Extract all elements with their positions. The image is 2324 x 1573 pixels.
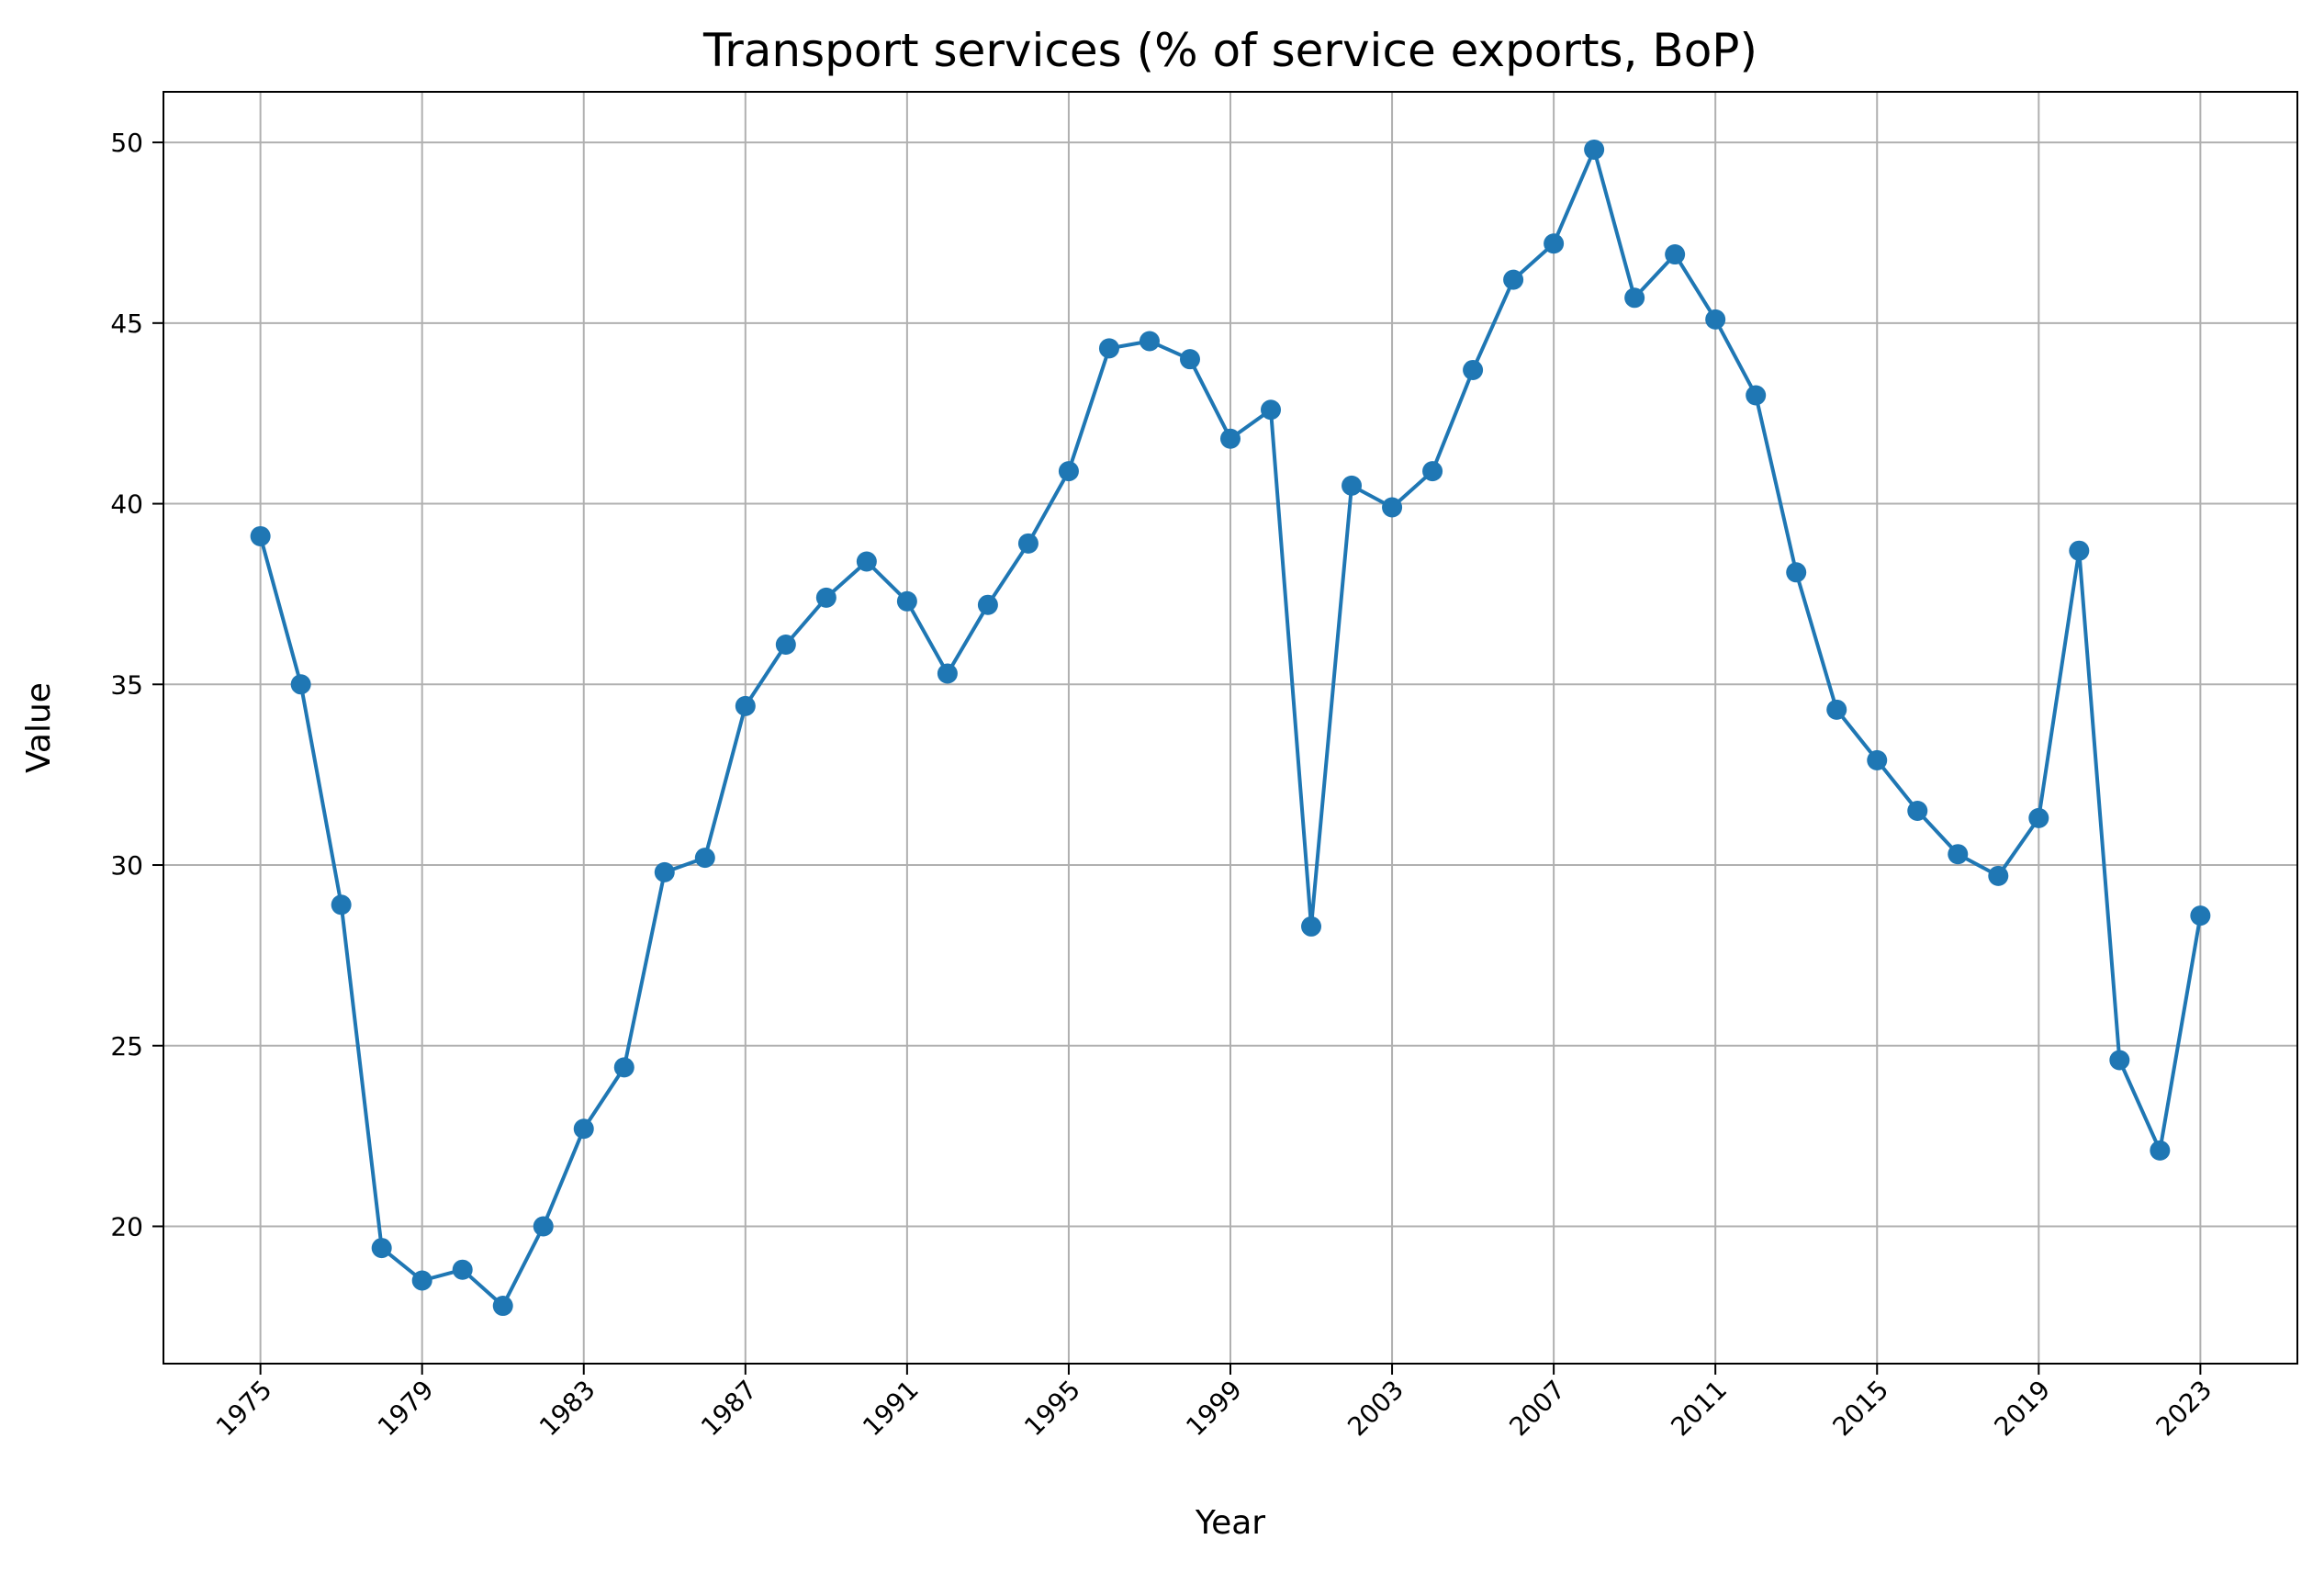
y-tick-label: 30 — [110, 850, 143, 881]
data-point — [1746, 385, 1767, 406]
series-layer — [250, 139, 2211, 1317]
grid-layer — [163, 92, 2297, 1364]
data-point — [1342, 475, 1363, 496]
data-point — [1907, 800, 1928, 821]
data-point — [735, 695, 756, 716]
data-point — [2028, 807, 2049, 828]
x-axis-label: Year — [1195, 1504, 1265, 1542]
data-point — [1826, 699, 1847, 720]
data-point — [815, 587, 836, 608]
data-point — [1017, 533, 1039, 554]
data-point — [1220, 428, 1241, 449]
data-point — [1705, 309, 1726, 330]
data-point — [1422, 461, 1443, 482]
data-point — [1948, 844, 1969, 865]
y-axis-label: Value — [20, 682, 58, 773]
data-point — [1584, 139, 1605, 160]
data-point — [2109, 1050, 2130, 1071]
data-point — [1179, 349, 1200, 370]
data-point — [694, 848, 715, 869]
data-point — [775, 635, 796, 656]
data-point — [654, 861, 675, 882]
data-point — [1544, 233, 1565, 254]
data-point — [452, 1259, 473, 1280]
data-point — [2150, 1140, 2171, 1161]
data-point — [896, 590, 917, 612]
data-point — [411, 1270, 432, 1291]
data-point — [371, 1238, 392, 1259]
y-tick-label: 45 — [110, 309, 143, 339]
data-point — [1382, 497, 1403, 518]
data-point — [1261, 399, 1282, 421]
data-point — [856, 551, 877, 572]
y-tick-label: 50 — [110, 128, 143, 158]
data-point — [1867, 749, 1888, 770]
data-point — [1058, 461, 1079, 482]
data-point — [573, 1118, 594, 1140]
y-tick-label: 25 — [110, 1031, 143, 1062]
data-point — [1624, 287, 1645, 309]
chart-title: Transport services (% of service exports… — [702, 24, 1757, 77]
data-point — [250, 525, 271, 546]
data-point — [1503, 269, 1524, 290]
data-point — [1301, 916, 1322, 937]
y-tick-label: 40 — [110, 489, 143, 520]
data-point — [1139, 331, 1160, 352]
data-point — [1988, 865, 2009, 886]
data-point — [533, 1216, 554, 1237]
data-point — [977, 594, 998, 615]
data-point — [2069, 540, 2090, 561]
data-point — [1098, 338, 1119, 359]
data-point — [1665, 244, 1686, 265]
data-point — [2190, 905, 2211, 927]
y-tick-label: 35 — [110, 669, 143, 700]
data-point — [1786, 562, 1807, 583]
data-point — [290, 674, 311, 695]
data-point — [492, 1296, 513, 1317]
data-point — [331, 894, 352, 916]
data-point — [1463, 359, 1484, 380]
data-point — [937, 663, 958, 684]
y-tick-label: 20 — [110, 1211, 143, 1242]
data-point — [613, 1057, 634, 1078]
